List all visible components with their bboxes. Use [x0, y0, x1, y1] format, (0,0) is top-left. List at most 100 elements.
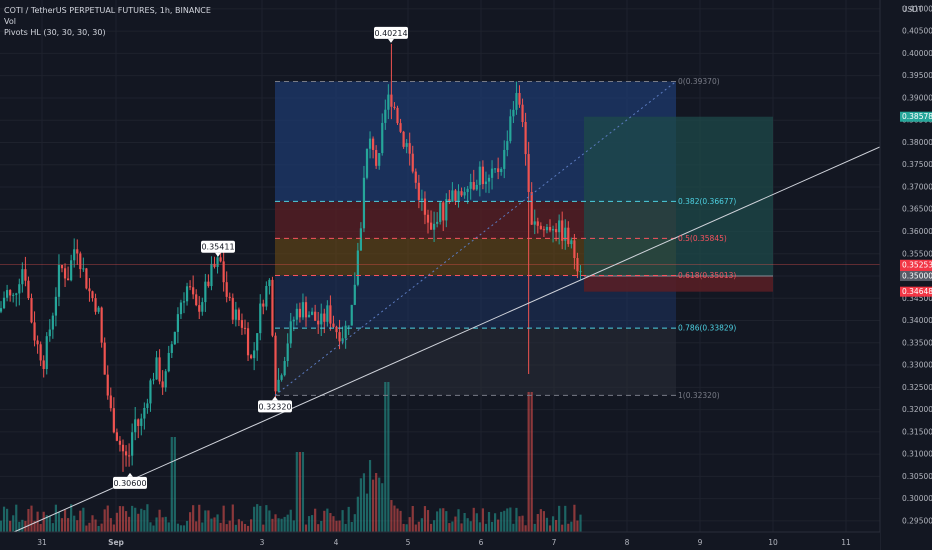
candle-body [30, 298, 33, 323]
volume-bar [579, 514, 582, 532]
volume-bar [307, 516, 311, 532]
candle-body [155, 357, 158, 380]
pivot-callout-box [374, 26, 408, 39]
candle-body [259, 303, 262, 334]
volume-bar [9, 520, 12, 532]
pivot-callout-label: 0.35411 [201, 243, 234, 252]
candle-body [490, 168, 494, 178]
candle-body [292, 319, 295, 322]
volume-bar [487, 511, 491, 532]
candle-body [317, 320, 320, 325]
candle-body [551, 229, 555, 231]
price-tick-label: 0.39000 [902, 93, 932, 102]
candle-body [51, 315, 54, 330]
price-tick-label: 0.31000 [902, 450, 932, 459]
candle-body [298, 308, 301, 318]
candle-body [304, 302, 308, 318]
stop-price-tag-bg [900, 286, 932, 297]
volume-bar [204, 510, 207, 532]
volume-bar [109, 518, 112, 532]
volume-bar [463, 512, 466, 532]
time-axis[interactable]: 31 Sep 3 4 5 6 7 8 9 10 11 [0, 531, 880, 550]
candle-body [170, 344, 173, 353]
volume-bar [51, 523, 54, 532]
volume-bar [433, 520, 436, 532]
candle-body [344, 325, 347, 339]
time-tick-label: 31 [37, 538, 47, 547]
volume-bar [292, 520, 295, 532]
volume-bar [82, 507, 85, 532]
candle-body [478, 166, 481, 185]
price-tick-label: 0.32500 [902, 383, 932, 392]
candle-body [411, 153, 414, 172]
volume-bar [396, 508, 399, 532]
candle-body [250, 355, 253, 359]
candle-body [85, 268, 88, 289]
candle-body [115, 432, 118, 441]
target-price-tag: 0.38578 [902, 112, 932, 121]
candle-body [454, 190, 457, 202]
candle-body [48, 329, 51, 337]
candle-body [15, 293, 18, 295]
volume-bar [314, 508, 317, 532]
volume-bar [140, 508, 143, 532]
volume-bar [164, 516, 167, 532]
candle-body [314, 311, 317, 321]
candle-body [216, 257, 219, 267]
candle-body [112, 408, 115, 433]
candle-body [286, 343, 289, 362]
candle-body [414, 171, 417, 183]
candle-body [27, 280, 30, 299]
candle-body [237, 309, 240, 321]
candle-body [158, 357, 161, 382]
price-tick-label: 0.34000 [902, 316, 932, 325]
candle-body [494, 168, 497, 170]
volume-bar [338, 520, 341, 532]
candle-body [265, 285, 268, 307]
volume-bar [439, 508, 442, 532]
volume-bar [0, 520, 3, 532]
volume-indicator-label: Vol [4, 17, 16, 26]
candle-body [36, 340, 39, 345]
long-position-tool[interactable] [584, 116, 773, 292]
candle-body [283, 361, 286, 376]
volume-bar [2, 506, 6, 532]
volume-bar [356, 496, 359, 532]
volume-bar [558, 505, 561, 532]
candle-body [472, 182, 475, 190]
volume-bar [234, 524, 237, 532]
time-tick-label: 8 [625, 538, 630, 547]
pivot-callout-label: 0.40214 [374, 29, 407, 38]
volume-bar [27, 508, 30, 532]
volume-bar [94, 519, 97, 532]
candle-body [341, 338, 344, 342]
candle-body [103, 342, 106, 375]
volume-bar [405, 524, 408, 532]
volume-bar [63, 509, 67, 532]
candle-body [91, 291, 94, 299]
candle-body [146, 403, 149, 408]
candle-body [326, 305, 329, 322]
volume-bar [170, 437, 173, 532]
time-tick-label: 4 [334, 538, 339, 547]
candle-body [289, 321, 292, 344]
volume-bar [286, 514, 289, 532]
volume-bar [365, 493, 369, 532]
volume-bar [448, 523, 451, 532]
candle-body [536, 221, 539, 226]
volume-bar [368, 460, 372, 532]
candle-body [128, 455, 131, 457]
volume-bar [225, 524, 228, 532]
candle-body [240, 320, 244, 328]
volume-bar [533, 523, 536, 532]
fib-label: 1(0.32320) [678, 391, 720, 400]
candle-body [137, 419, 140, 426]
volume-bar [298, 452, 301, 532]
time-tick-label: 9 [698, 538, 703, 547]
candle-body [521, 104, 524, 122]
drawing-lines[interactable] [0, 80, 901, 533]
candle-body [573, 240, 576, 259]
pivot-callout-pointer [388, 38, 394, 43]
candle-body [436, 221, 439, 224]
